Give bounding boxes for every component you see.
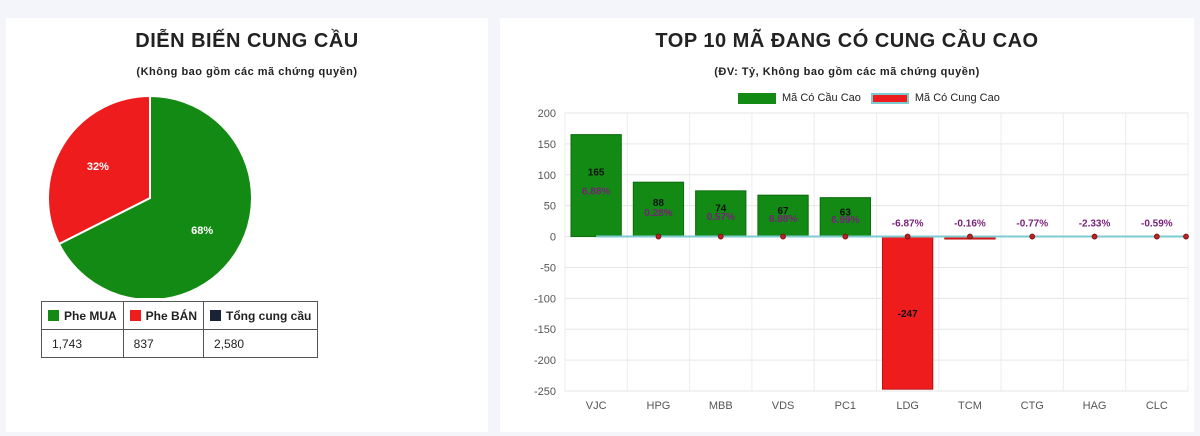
pct-label: 0.28% bbox=[644, 208, 672, 219]
line-point bbox=[967, 233, 973, 240]
table-cell-total: 2,580 bbox=[203, 329, 319, 358]
top10-title: TOP 10 MÃ ĐANG CÓ CUNG CẦU CAO bbox=[655, 30, 1039, 52]
line-point bbox=[1153, 233, 1160, 240]
supply-demand-table: Phe MUA Phe BÁN Tổng cung cầu 1,743 837 … bbox=[41, 301, 319, 358]
y-tick-label: -150 bbox=[534, 324, 556, 336]
table-cell-buy: 1,743 bbox=[41, 329, 124, 358]
bar-value-label: 67 bbox=[777, 206, 789, 217]
pct-label: 6.88% bbox=[769, 214, 797, 225]
x-tick-label: VDS bbox=[772, 400, 795, 412]
pct-label: -6.87% bbox=[892, 219, 924, 230]
pct-label: 6.88% bbox=[582, 187, 610, 198]
y-tick-label: -250 bbox=[534, 386, 556, 398]
bar-supply-LDG bbox=[882, 236, 934, 390]
y-tick-label: -200 bbox=[534, 355, 556, 367]
line-point bbox=[842, 233, 849, 240]
pie-slice-label-1: 32% bbox=[87, 161, 109, 173]
top10-panel: TOP 10 MÃ ĐANG CÓ CUNG CẦU CAO (ĐV: Tỷ, … bbox=[500, 18, 1194, 432]
y-tick-label: -50 bbox=[540, 262, 556, 274]
y-tick-label: 150 bbox=[538, 139, 556, 151]
line-point bbox=[780, 233, 786, 240]
bar-value-label: 165 bbox=[588, 167, 605, 178]
bar-demand-VJC bbox=[570, 134, 622, 238]
line-point bbox=[1091, 233, 1098, 240]
sell-color-swatch bbox=[129, 309, 141, 321]
line-point bbox=[1029, 233, 1036, 240]
bar-value-label: 63 bbox=[840, 208, 852, 219]
buy-color-swatch bbox=[48, 309, 59, 321]
y-tick-label: 50 bbox=[544, 201, 556, 213]
legend-item-supply[interactable]: Mã Có Cung Cao bbox=[870, 92, 1000, 104]
y-tick-label: 100 bbox=[538, 170, 556, 182]
pie-slice-label-0: 68% bbox=[191, 225, 213, 237]
supply-demand-subtitle: (Không bao gồm các mã chứng quyền) bbox=[136, 66, 358, 78]
x-tick-label: CTG bbox=[1021, 400, 1044, 412]
y-tick-label: -100 bbox=[534, 293, 556, 305]
supply-demand-pie-chart: 68% 32% bbox=[47, 94, 253, 298]
supply-demand-panel: DIỄN BIẾN CUNG CẦU (Không bao gồm các mã… bbox=[6, 18, 488, 432]
legend-swatch-supply bbox=[870, 92, 909, 104]
top10-subtitle: (ĐV: Tỷ, Không bao gồm các mã chứng quyề… bbox=[714, 66, 980, 78]
bar-value-label: 74 bbox=[715, 203, 727, 214]
x-tick-label: LDG bbox=[896, 400, 919, 412]
y-tick-label: 200 bbox=[538, 108, 556, 120]
line-point bbox=[655, 233, 662, 240]
x-tick-label: HPG bbox=[647, 400, 671, 412]
pct-label: -0.16% bbox=[954, 219, 986, 230]
table-header-total: Tổng cung cầu bbox=[203, 301, 319, 330]
pie-slice-1 bbox=[47, 94, 151, 246]
pie-slice-0 bbox=[57, 94, 253, 298]
line-point bbox=[717, 233, 724, 240]
x-tick-label: PC1 bbox=[835, 400, 856, 412]
total-color-swatch bbox=[210, 309, 222, 321]
chart-legend: Mã Có Cầu Cao Mã Có Cung Cao bbox=[738, 92, 1010, 104]
supply-demand-title: DIỄN BIẾN CUNG CẦU bbox=[135, 30, 359, 52]
pct-label: -0.77% bbox=[1016, 219, 1048, 230]
table-header-sell: Phe BÁN bbox=[122, 301, 205, 330]
pct-label: -2.33% bbox=[1079, 219, 1111, 230]
table-header-buy: Phe MUA bbox=[41, 301, 124, 330]
bar-demand-PC1 bbox=[819, 197, 872, 238]
pct-label: -0.59% bbox=[1141, 219, 1173, 230]
top10-bar-chart: 200 150 100 50 0 -50 -100 -150 -200 -250 VJC HPG MBB… bbox=[534, 108, 1189, 412]
bar-value-label: 88 bbox=[653, 198, 665, 209]
x-tick-label: VJC bbox=[586, 400, 607, 412]
pct-label: 0.57% bbox=[707, 212, 735, 223]
line-point bbox=[904, 233, 911, 240]
table-cell-sell: 837 bbox=[122, 329, 205, 358]
x-tick-label: HAG bbox=[1083, 400, 1107, 412]
y-tick-label: 0 bbox=[550, 232, 556, 244]
line-point bbox=[1183, 233, 1189, 240]
bar-value-label: -247 bbox=[898, 309, 918, 320]
x-tick-label: MBB bbox=[709, 400, 733, 412]
bar-demand-VDS bbox=[757, 194, 809, 238]
x-tick-label: CLC bbox=[1146, 400, 1168, 412]
pct-label: 6.99% bbox=[831, 215, 859, 226]
bar-demand-MBB bbox=[695, 190, 747, 238]
x-tick-label: TCM bbox=[958, 400, 982, 412]
legend-swatch-demand bbox=[738, 92, 776, 104]
legend-item-demand[interactable]: Mã Có Cầu Cao bbox=[738, 92, 861, 104]
